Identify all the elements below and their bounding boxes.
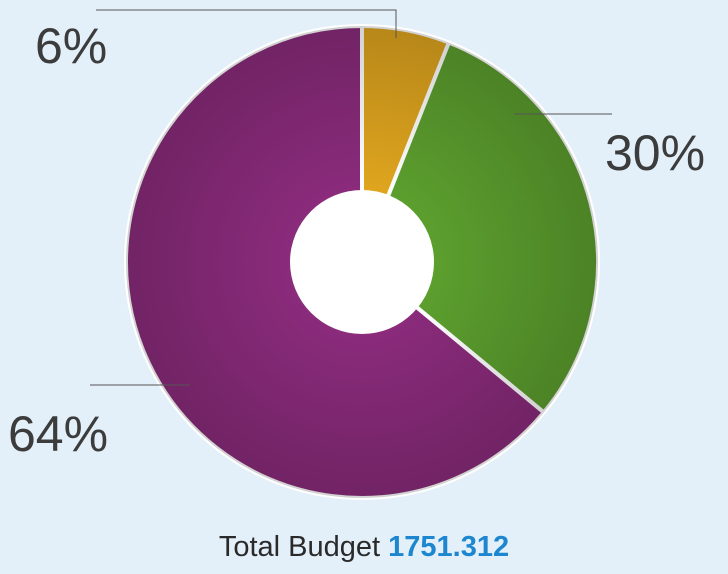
total-value: 1751.312 — [388, 531, 509, 563]
value-label: 30% — [605, 125, 705, 181]
total-label: Total Budget — [219, 531, 380, 563]
caption: Total Budget 1751.312 — [219, 531, 509, 563]
chart: 6% 30% 64% Total Budget 1751.312 — [0, 0, 728, 574]
donut-hole — [290, 190, 434, 334]
page: 6% 30% 64% Total Budget 1751.312 (() => … — [0, 0, 728, 574]
value-label: 64% — [8, 406, 108, 462]
value-label: 6% — [35, 18, 107, 74]
